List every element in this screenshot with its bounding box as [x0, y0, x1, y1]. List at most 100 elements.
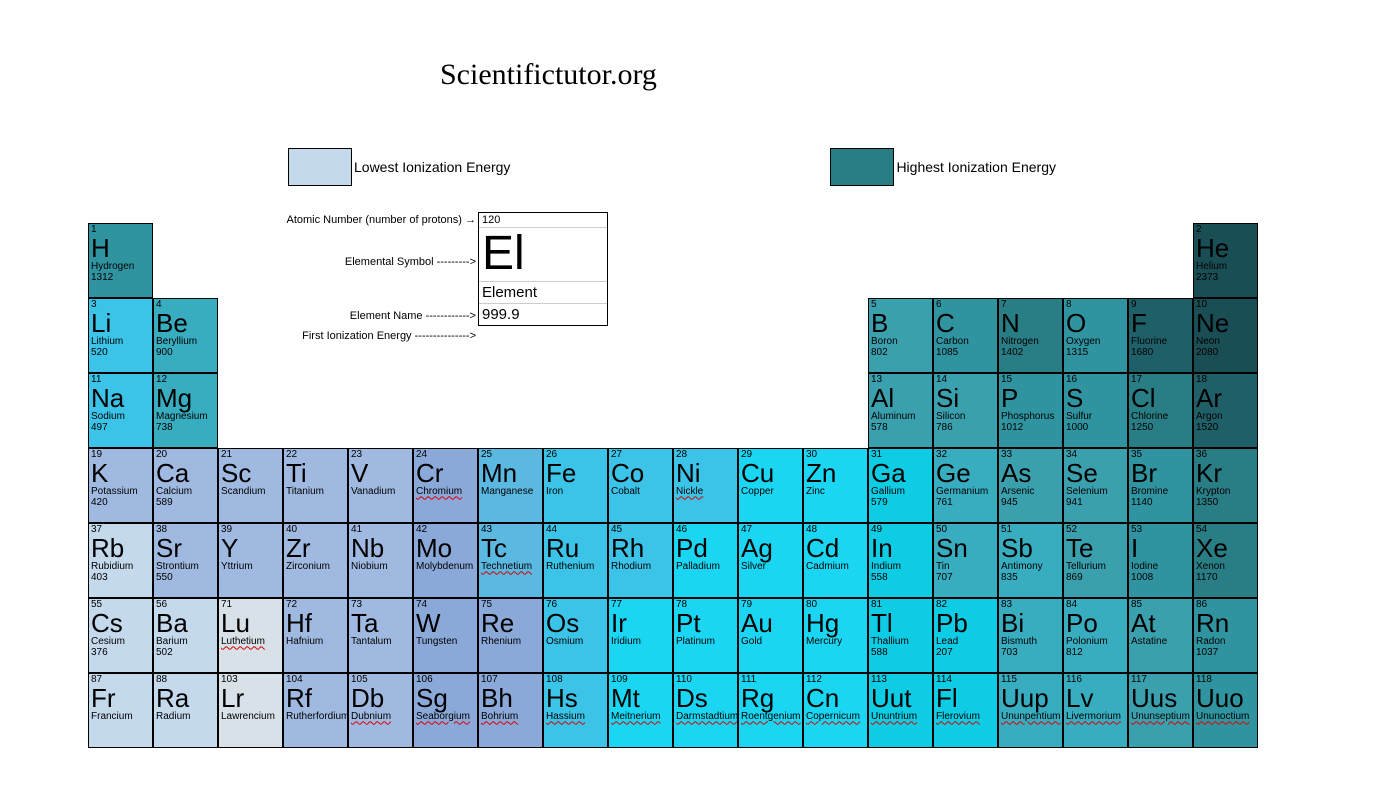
- ionization-energy: 588: [869, 648, 932, 659]
- element-cell-se: 34SeSelenium941: [1063, 448, 1128, 523]
- element-symbol: Cs: [89, 610, 152, 637]
- element-cell-lu: 71LuLuthetium: [218, 598, 283, 673]
- element-cell-at: 85AtAstatine: [1128, 598, 1193, 673]
- element-name: Molybdenum: [414, 562, 477, 573]
- element-name: Technetium: [479, 562, 542, 573]
- element-name: Copper: [739, 487, 802, 498]
- element-symbol: Be: [154, 310, 217, 337]
- ionization-energy: 1680: [1129, 348, 1192, 359]
- element-cell-mo: 42MoMolybdenum: [413, 523, 478, 598]
- element-symbol: Ar: [1194, 385, 1257, 412]
- element-symbol: Ag: [739, 535, 802, 562]
- element-cell-kr: 36KrKrypton1350: [1193, 448, 1258, 523]
- element-name: Iridium: [609, 637, 672, 648]
- legend-high-label: Highest Ionization Energy: [894, 159, 1056, 175]
- element-symbol: W: [414, 610, 477, 637]
- element-symbol: Rb: [89, 535, 152, 562]
- element-name: Ununtrium: [869, 712, 932, 723]
- element-name: Copernicum: [804, 712, 867, 723]
- element-name: Iron: [544, 487, 607, 498]
- ionization-energy: 1085: [934, 348, 997, 359]
- element-symbol: Bh: [479, 685, 542, 712]
- element-cell-pd: 46PdPalladium: [673, 523, 738, 598]
- element-symbol: Mn: [479, 460, 542, 487]
- element-cell-lr: 103LrLawrencium: [218, 673, 283, 748]
- element-symbol: Lu: [219, 610, 282, 637]
- element-cell-br: 35BrBromine1140: [1128, 448, 1193, 523]
- element-symbol: Lr: [219, 685, 282, 712]
- element-cell-c: 6CCarbon1085: [933, 298, 998, 373]
- ionization-energy: 945: [999, 498, 1062, 509]
- element-symbol: Mt: [609, 685, 672, 712]
- element-cell-lv: 116LvLivermorium: [1063, 673, 1128, 748]
- element-name: Cobalt: [609, 487, 672, 498]
- legend-low-label: Lowest Ionization Energy: [352, 159, 510, 175]
- element-symbol: Sg: [414, 685, 477, 712]
- ionization-energy: 558: [869, 573, 932, 584]
- element-cell-co: 27CoCobalt: [608, 448, 673, 523]
- element-cell-k: 19KPotassium420: [88, 448, 153, 523]
- element-cell-rn: 86RnRadon1037: [1193, 598, 1258, 673]
- ionization-energy: 1170: [1194, 573, 1257, 584]
- element-cell-fr: 87FrFrancium: [88, 673, 153, 748]
- element-name: Radium: [154, 712, 217, 723]
- element-name: Ununseptium: [1129, 712, 1192, 723]
- element-symbol: Rn: [1194, 610, 1257, 637]
- element-symbol: Cu: [739, 460, 802, 487]
- element-symbol: Rf: [284, 685, 347, 712]
- element-symbol: O: [1064, 310, 1127, 337]
- element-name: Lawrencium: [219, 712, 282, 723]
- element-name: Flerovium: [934, 712, 997, 723]
- ionization-energy: 1350: [1194, 498, 1257, 509]
- element-symbol: F: [1129, 310, 1192, 337]
- element-cell-cn: 112CnCopernicum: [803, 673, 868, 748]
- element-cell-i: 53IIodine1008: [1128, 523, 1193, 598]
- element-cell-sn: 50SnTin707: [933, 523, 998, 598]
- element-cell-hf: 72HfHafnium: [283, 598, 348, 673]
- element-cell-al: 13AlAluminum578: [868, 373, 933, 448]
- element-name: Platinum: [674, 637, 737, 648]
- element-name: Meitnerium: [609, 712, 672, 723]
- ionization-energy: 802: [869, 348, 932, 359]
- element-symbol: Rh: [609, 535, 672, 562]
- element-cell-o: 8OOxygen1315: [1063, 298, 1128, 373]
- element-symbol: As: [999, 460, 1062, 487]
- element-cell-ar: 18ArArgon1520: [1193, 373, 1258, 448]
- element-symbol: Bi: [999, 610, 1062, 637]
- ionization-energy: 520: [89, 348, 152, 359]
- element-symbol: Pt: [674, 610, 737, 637]
- element-symbol: Cr: [414, 460, 477, 487]
- element-symbol: Hg: [804, 610, 867, 637]
- element-cell-db: 105DbDubnium: [348, 673, 413, 748]
- element-cell-rh: 45RhRhodium: [608, 523, 673, 598]
- element-symbol: Uut: [869, 685, 932, 712]
- element-cell-zr: 40ZrZirconium: [283, 523, 348, 598]
- element-name: Seaborgium: [414, 712, 477, 723]
- element-symbol: Cd: [804, 535, 867, 562]
- element-cell-he: 2HeHelium2373: [1193, 223, 1258, 298]
- ionization-energy: 376: [89, 648, 152, 659]
- element-symbol: Y: [219, 535, 282, 562]
- element-cell-sb: 51SbAntimony835: [998, 523, 1063, 598]
- page-title: Scientifictutor.org: [440, 58, 657, 92]
- element-cell-os: 76OsOsmium: [543, 598, 608, 673]
- element-name: Rhenium: [479, 637, 542, 648]
- element-cell-bh: 107BhBohrium: [478, 673, 543, 748]
- element-symbol: Uus: [1129, 685, 1192, 712]
- element-cell-nb: 41NbNiobium: [348, 523, 413, 598]
- element-cell-si: 14SiSilicon786: [933, 373, 998, 448]
- element-symbol: Ra: [154, 685, 217, 712]
- element-symbol: Ds: [674, 685, 737, 712]
- element-symbol: Os: [544, 610, 607, 637]
- legend-low: Lowest Ionization Energy: [288, 148, 510, 186]
- element-cell-te: 52TeTellurium869: [1063, 523, 1128, 598]
- element-cell-bi: 83BiBismuth703: [998, 598, 1063, 673]
- element-cell-ds: 110DsDarmstadtium: [673, 673, 738, 748]
- element-symbol: Tc: [479, 535, 542, 562]
- element-symbol: Po: [1064, 610, 1127, 637]
- ionization-energy: 1008: [1129, 573, 1192, 584]
- element-symbol: Se: [1064, 460, 1127, 487]
- element-symbol: Ta: [349, 610, 412, 637]
- element-cell-fe: 26FeIron: [543, 448, 608, 523]
- element-cell-ru: 44RuRuthenium: [543, 523, 608, 598]
